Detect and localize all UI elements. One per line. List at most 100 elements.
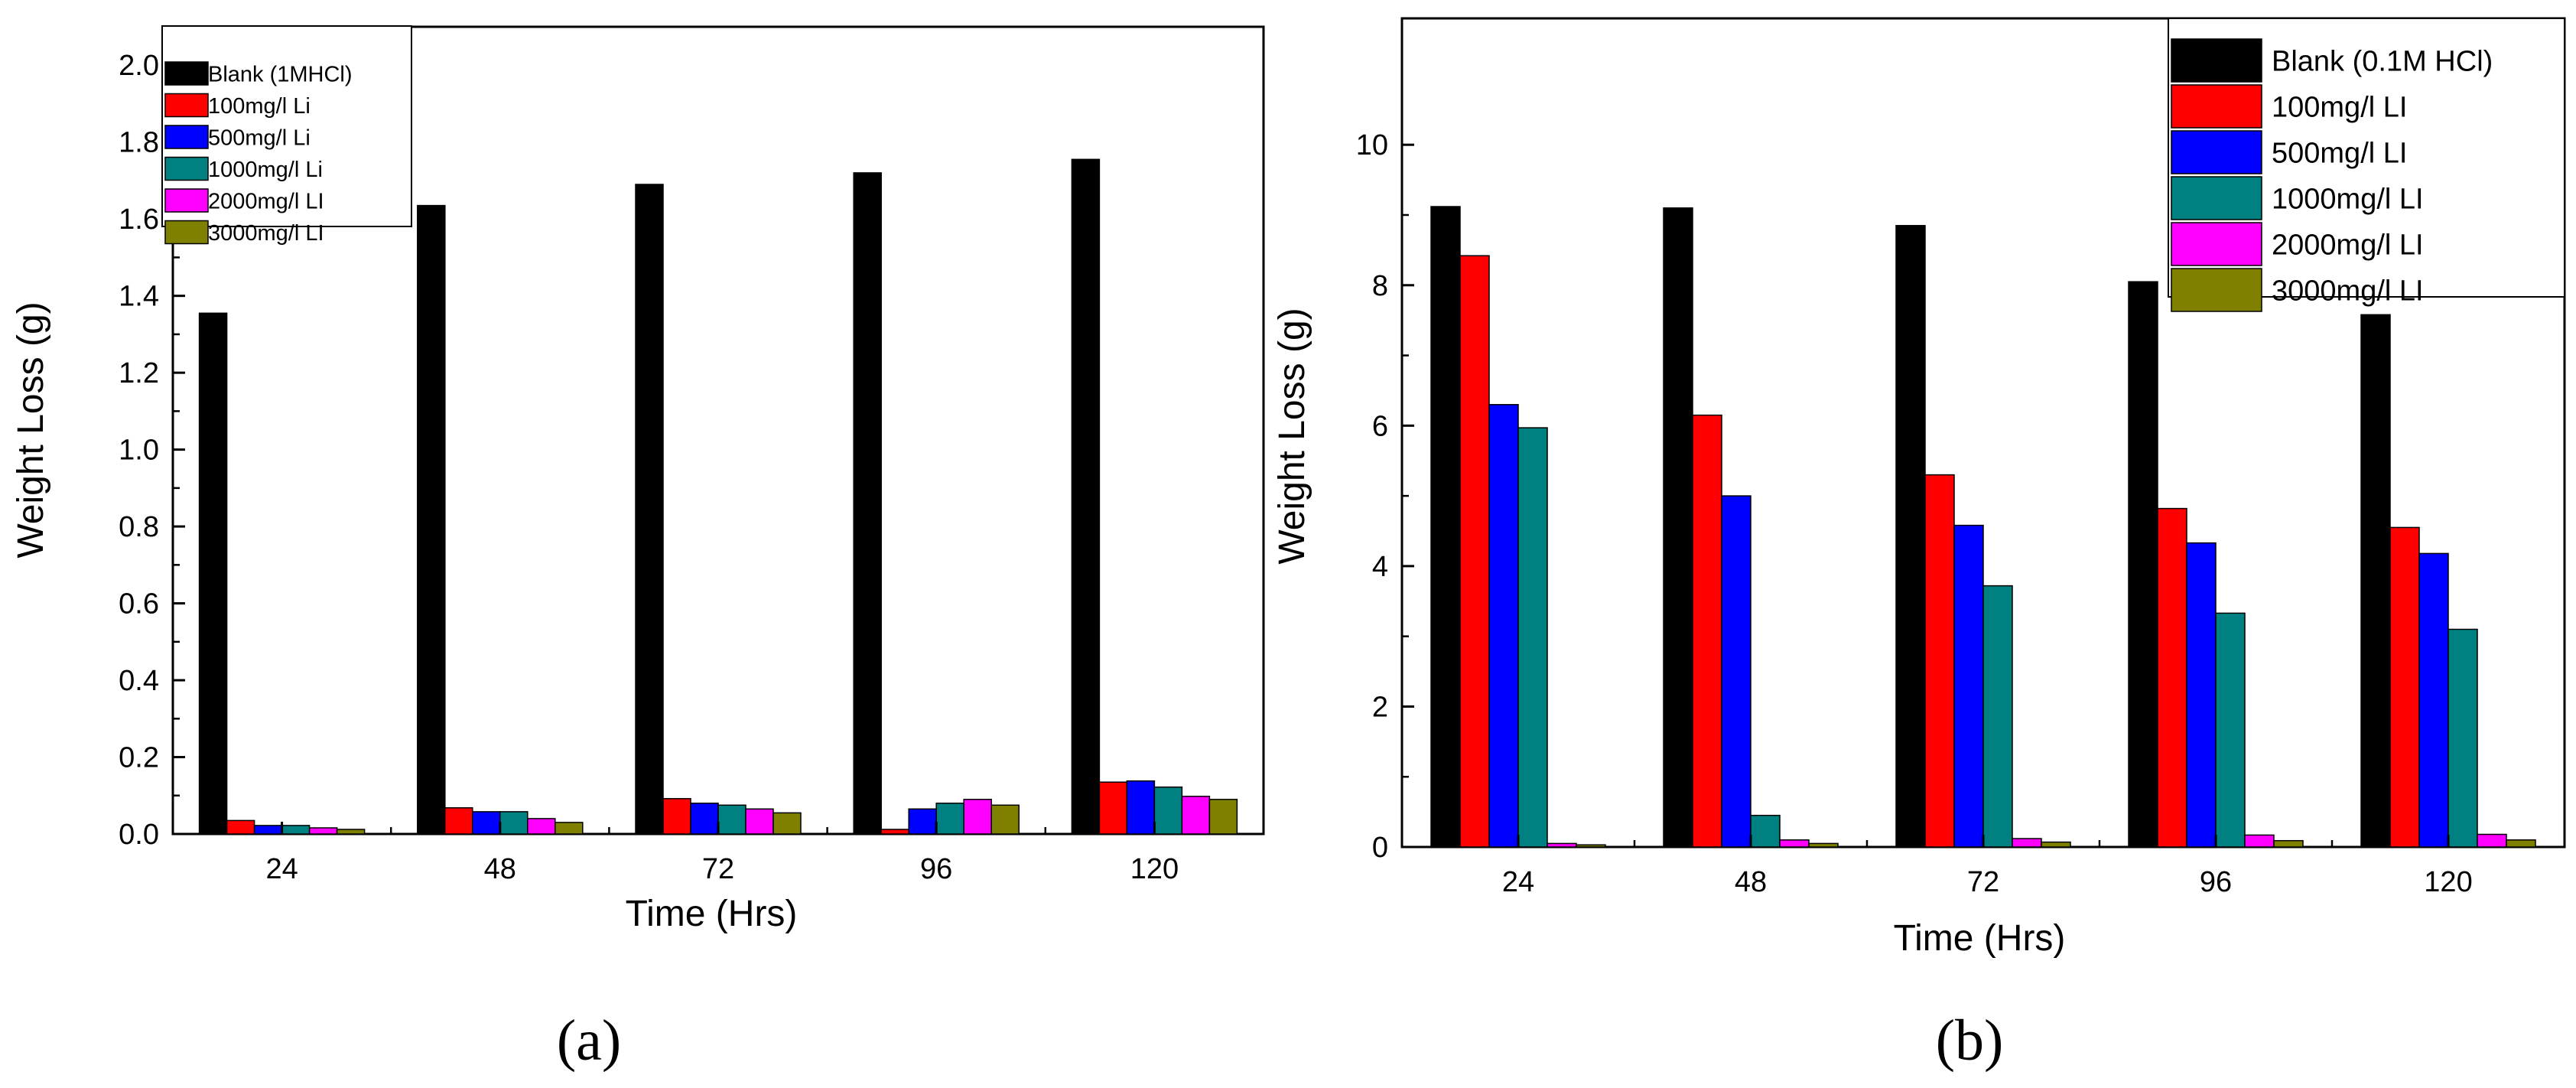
panel-b-y-tick-label: 4 (1372, 551, 1388, 583)
panel-b-bar-48h-series-2 (1721, 495, 1751, 848)
panel-b-bar-24h-series-0 (1430, 206, 1461, 848)
panel-b-bar-120h-series-0 (2360, 314, 2391, 848)
panel-b-bar-96h-series-3 (2215, 612, 2246, 848)
panel-b-bar-120h-series-1 (2389, 526, 2420, 848)
panel-a-legend-swatch (164, 156, 209, 181)
panel-a-bar-120h-series-3 (1153, 786, 1183, 835)
panel-a-y-tick-label: 1.0 (119, 435, 159, 467)
panel-a-y-tick-label: 0.6 (119, 588, 159, 621)
panel-a-y-tick-label: 1.6 (119, 204, 159, 236)
panel-b-bar-48h-series-0 (1663, 207, 1693, 848)
panel-a-bar-48h-series-0 (417, 204, 446, 835)
panel-a-bar-24h-series-2 (253, 825, 283, 835)
panel-a-bar-24h-series-1 (226, 819, 255, 835)
panel-b-bar-72h-series-2 (1953, 524, 1984, 848)
panel-a-bar-96h-series-2 (908, 808, 937, 835)
panel-b-bars (1430, 206, 2536, 848)
panel-a-x-tick-label: 72 (702, 853, 734, 885)
panel-a-bar-120h-series-5 (1208, 799, 1238, 835)
panel-a-y-tick-label: 1.2 (119, 357, 159, 389)
panel-a-x-axis-title: Time (Hrs) (626, 894, 798, 934)
panel-b-legend-label: 1000mg/l LI (2272, 184, 2424, 216)
panel-a-bar-24h-series-4 (308, 827, 338, 835)
panel-a-bar-48h-series-3 (499, 811, 529, 835)
panel-b-bar-96h-series-1 (2157, 507, 2187, 848)
panel-b-legend-swatch (2171, 222, 2262, 266)
panel-a-bar-48h-series-1 (444, 807, 473, 835)
panel-b-y-tick-label: 0 (1372, 832, 1388, 864)
panel-b-legend-label: 3000mg/l LI (2272, 275, 2424, 308)
panel-a-bar-96h-series-0 (853, 172, 882, 835)
panel-a-bar-72h-series-2 (690, 803, 719, 835)
panel-b-bar-120h-series-5 (2506, 839, 2536, 848)
panel-a-bar-120h-series-4 (1181, 796, 1211, 835)
panel-b-bar-120h-series-3 (2448, 628, 2478, 848)
panel-a-legend-swatch (164, 220, 209, 245)
panel-a-x-tick-label: 48 (484, 853, 516, 885)
panel-a-x-axis: 24 48 72 96 120 (265, 822, 1179, 885)
panel-b-bar-120h-series-4 (2477, 833, 2507, 848)
panel-a-legend-label: 2000mg/l LI (208, 189, 324, 213)
panel-b-bar-120h-series-2 (2418, 552, 2449, 848)
panel-b-y-axis: 0 2 4 6 8 10 (1356, 129, 1414, 864)
panel-b-bar-48h-series-1 (1692, 414, 1722, 848)
panel-a-bar-120h-series-2 (1126, 780, 1156, 835)
panel-b-bar-96h-series-4 (2244, 834, 2275, 848)
panel-a-bar-24h-series-0 (198, 312, 228, 835)
panel-b-legend-label: Blank (0.1M HCl) (2272, 46, 2493, 78)
panel-a-bar-72h-series-0 (635, 184, 664, 835)
panel-a-x-tick-label: 120 (1130, 853, 1179, 885)
panel-a-label: (a) (557, 1008, 621, 1073)
panel-b-bar-96h-series-0 (2128, 281, 2158, 848)
panel-b-x-tick-label: 120 (2424, 866, 2472, 898)
panel-b-y-axis-title: Weight Loss (g) (1272, 308, 1312, 564)
panel-a-bar-120h-series-1 (1098, 781, 1128, 835)
panel-b-y-tick-label: 2 (1372, 691, 1388, 723)
panel-a: 0.0 0.2 0.4 0.6 0.8 1.0 1.2 1.4 1.6 1.8 2.0 24 48 72… (11, 25, 1265, 1073)
panel-b-x-axis: 24 48 72 96 120 (1502, 835, 2473, 898)
panel-b-bar-24h-series-1 (1459, 255, 1490, 848)
panel-a-bar-96h-series-4 (963, 799, 992, 835)
panel-a-bar-48h-series-4 (527, 818, 556, 835)
panel-b-x-tick-label: 24 (1502, 866, 1534, 898)
panel-a-y-tick-label: 0.0 (119, 819, 159, 851)
panel-a-bar-48h-series-2 (472, 811, 501, 835)
panel-b-y-tick-label: 6 (1372, 410, 1388, 442)
panel-a-legend-swatch (164, 93, 209, 118)
panel-a-bar-96h-series-5 (990, 804, 1020, 835)
panel-b-bar-72h-series-3 (1982, 585, 2013, 848)
panel-b-bar-72h-series-1 (1924, 474, 1955, 848)
panel-a-legend-swatch (164, 188, 209, 213)
panel-a-bar-24h-series-3 (281, 825, 311, 835)
panel-b-bar-48h-series-3 (1750, 814, 1781, 848)
panel-b-label: (b) (1936, 1008, 2004, 1073)
panel-a-legend: Blank (1MHCl) 100mg/l Li 500mg/l Li 1000mg/… (161, 25, 412, 246)
panel-a-x-tick-label: 96 (920, 853, 952, 885)
panel-a-y-tick-label: 1.4 (119, 281, 159, 313)
panel-b-bar-24h-series-5 (1576, 844, 1606, 848)
panel-b-legend-swatch (2171, 268, 2262, 312)
panel-b-bar-48h-series-5 (1808, 842, 1839, 848)
panel-a-bar-72h-series-5 (772, 812, 802, 835)
panel-a-legend-label: 100mg/l Li (208, 94, 311, 119)
panel-a-bar-72h-series-1 (662, 798, 691, 835)
panel-a-y-tick-label: 0.2 (119, 742, 159, 774)
panel-b-bar-24h-series-4 (1547, 842, 1577, 848)
panel-b-bar-24h-series-3 (1517, 427, 1548, 848)
panel-a-y-tick-label: 0.4 (119, 665, 159, 697)
panel-b-x-tick-label: 72 (1967, 866, 1999, 898)
panel-b-y-tick-label: 10 (1356, 129, 1388, 161)
panel-b-bar-72h-series-4 (2012, 838, 2042, 848)
panel-b-legend-label: 500mg/l LI (2272, 138, 2407, 170)
panel-a-y-tick-label: 0.8 (119, 511, 159, 543)
panel-a-legend-label: 1000mg/l Li (208, 158, 323, 182)
panel-a-bar-48h-series-5 (555, 822, 584, 835)
panel-b-legend-swatch (2171, 38, 2262, 83)
panel-b-legend-label: 100mg/l LI (2272, 92, 2407, 124)
panel-b-y-tick-label: 8 (1372, 270, 1388, 302)
panel-b-bar-48h-series-4 (1779, 839, 1810, 848)
panel-a-y-tick-label: 2.0 (119, 50, 159, 82)
panel-b-x-axis-title: Time (Hrs) (1894, 918, 2066, 959)
